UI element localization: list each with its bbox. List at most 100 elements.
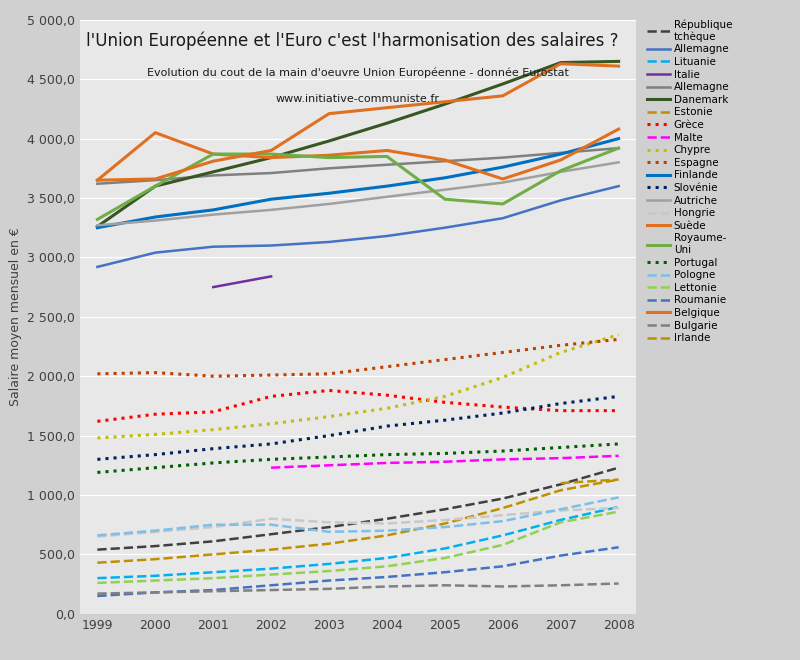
Line: Danemark: Danemark — [98, 61, 618, 226]
Grèce — [324, 387, 334, 395]
République
tchèque — [324, 523, 334, 531]
Line: Allemagne: Allemagne — [98, 186, 618, 267]
Roumanie — [382, 573, 392, 581]
Finlande — [614, 135, 623, 143]
Pologne — [209, 521, 218, 529]
Grèce — [382, 391, 392, 399]
Autriche — [382, 193, 392, 201]
Hongrie — [93, 533, 102, 541]
Slovénie — [266, 440, 276, 448]
Estonie — [614, 476, 623, 484]
Line: Malte: Malte — [271, 456, 618, 468]
Line: Portugal: Portugal — [98, 444, 618, 473]
Estonie — [209, 550, 218, 558]
République
tchèque — [93, 546, 102, 554]
Bulgarie — [382, 583, 392, 591]
Allemagne — [209, 243, 218, 251]
Allemagne — [556, 197, 566, 205]
Allemagne — [150, 249, 160, 257]
Slovénie — [209, 445, 218, 453]
Roumanie — [556, 552, 566, 560]
Danemark — [440, 100, 450, 108]
Espagne — [556, 341, 566, 349]
Irlande — [614, 476, 623, 484]
Text: Evolution du cout de la main d'oeuvre Union Européenne - donnée Eurostat: Evolution du cout de la main d'oeuvre Un… — [147, 67, 569, 78]
Malte — [556, 454, 566, 462]
Grèce — [498, 403, 507, 411]
Finlande — [324, 189, 334, 197]
Slovénie — [614, 393, 623, 401]
Lituanie — [93, 574, 102, 582]
Belgique — [324, 110, 334, 117]
Bulgarie — [614, 579, 623, 587]
Slovénie — [324, 432, 334, 440]
Lettonie — [93, 579, 102, 587]
Portugal — [93, 469, 102, 477]
Line: République
tchèque: République tchèque — [98, 468, 618, 550]
Danemark — [556, 59, 566, 67]
République
tchèque — [440, 506, 450, 513]
Belgique — [266, 147, 276, 154]
Portugal — [150, 464, 160, 472]
Danemark — [498, 80, 507, 88]
Malte — [498, 455, 507, 463]
Lituanie — [556, 516, 566, 524]
Chypre — [209, 426, 218, 434]
Pologne — [556, 506, 566, 513]
Grèce — [614, 407, 623, 414]
Espagne — [440, 356, 450, 364]
Portugal — [209, 459, 218, 467]
Danemark — [209, 168, 218, 176]
Espagne — [498, 348, 507, 356]
Lettonie — [266, 571, 276, 579]
Suède — [614, 125, 623, 133]
Royaume-
Uni — [556, 167, 566, 175]
Malte — [266, 464, 276, 472]
Royaume-
Uni — [382, 152, 392, 160]
Royaume-
Uni — [614, 144, 623, 152]
Portugal — [324, 453, 334, 461]
Slovénie — [150, 451, 160, 459]
Belgique — [382, 104, 392, 112]
République
tchèque — [382, 515, 392, 523]
Hongrie — [382, 519, 392, 527]
Allemagne — [266, 242, 276, 249]
République
tchèque — [498, 494, 507, 502]
Slovénie — [440, 416, 450, 424]
Bulgarie — [498, 583, 507, 591]
Pologne — [498, 517, 507, 525]
Autriche — [440, 185, 450, 193]
Belgique — [440, 98, 450, 106]
Lettonie — [150, 577, 160, 585]
Line: Italie: Italie — [214, 277, 271, 287]
Suède — [382, 147, 392, 154]
République
tchèque — [150, 542, 160, 550]
Legend: République
tchèque, Allemagne, Lituanie, Italie, Allemagne, Danemark, Estonie, G: République tchèque, Allemagne, Lituanie,… — [646, 19, 732, 343]
Line: Autriche: Autriche — [98, 162, 618, 225]
Line: Suède: Suède — [98, 129, 618, 180]
Royaume-
Uni — [93, 215, 102, 223]
Allemagne — [324, 238, 334, 246]
Lettonie — [614, 508, 623, 515]
Pologne — [382, 527, 392, 535]
Bulgarie — [556, 581, 566, 589]
Suède — [93, 176, 102, 184]
Text: l'Union Européenne et l'Euro c'est l'harmonisation des salaires ?: l'Union Européenne et l'Euro c'est l'har… — [86, 32, 618, 50]
Lettonie — [324, 567, 334, 575]
Line: Royaume-
Uni: Royaume- Uni — [98, 148, 618, 219]
Espagne — [614, 335, 623, 343]
République
tchèque — [209, 537, 218, 545]
Line: Finlande: Finlande — [98, 139, 618, 228]
Chypre — [498, 374, 507, 381]
Lituanie — [209, 568, 218, 576]
Finlande — [93, 224, 102, 232]
République
tchèque — [614, 464, 623, 472]
Belgique — [150, 175, 160, 183]
Roumanie — [266, 581, 276, 589]
Portugal — [556, 444, 566, 451]
Lettonie — [440, 554, 450, 562]
Lituanie — [614, 503, 623, 511]
Finlande — [498, 163, 507, 171]
Portugal — [614, 440, 623, 448]
Pologne — [266, 521, 276, 529]
